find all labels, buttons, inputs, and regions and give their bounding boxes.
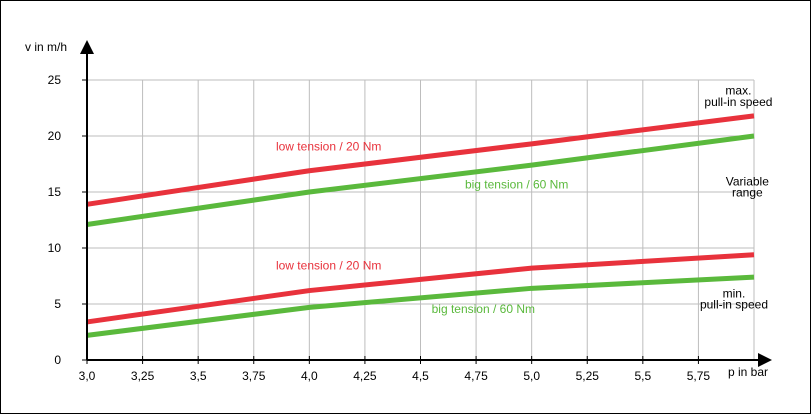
x-tick-label: 5,25 [576, 369, 600, 383]
grid [87, 79, 755, 360]
annotation-big_lower: big tension / 60 Nm [432, 302, 535, 316]
x-tick-label: 4,5 [412, 369, 429, 383]
annotation-var2: range [732, 185, 763, 199]
y-tick-label: 25 [48, 73, 62, 87]
x-axis-label: p in bar [728, 365, 768, 379]
x-tick-label: 5,5 [634, 369, 651, 383]
y-axis-label: v in m/h [25, 40, 67, 54]
annotation-low_lower: low tension / 20 Nm [276, 258, 381, 272]
annotation-low_upper: low tension / 20 Nm [276, 140, 381, 154]
x-tick-label: 5,0 [523, 369, 540, 383]
annotation-min1: min. [723, 286, 746, 300]
x-tick-label: 4,0 [301, 369, 318, 383]
annotation-min2: pull-in speed [700, 297, 768, 311]
annotations: low tension / 20 Nm big tension / 60 Nm lo… [276, 84, 772, 316]
series-line-min-green [86, 274, 755, 338]
x-tick-label: 3,0 [79, 369, 96, 383]
series-lines [86, 113, 755, 338]
x-tick-label: 4,75 [464, 369, 488, 383]
y-tick-label: 20 [48, 129, 62, 143]
series-line-max-red [86, 113, 755, 207]
series-line-max-green [86, 133, 755, 227]
tick-labels: 3,0 3,25 3,5 3,75 4,0 4,25 4,5 4,75 5,0 5,25 5,5 5,… [48, 73, 711, 383]
annotation-var1: Variable [726, 174, 769, 188]
x-tick-label: 3,5 [190, 369, 207, 383]
series-line-min-red [86, 252, 755, 325]
y-tick-label: 0 [54, 353, 61, 367]
x-axis-arrow [758, 353, 772, 367]
annotation-max2: pull-in speed [704, 95, 772, 109]
annotation-max1: max. [725, 84, 751, 98]
annotation-big_upper: big tension / 60 Nm [465, 178, 568, 192]
y-axis-arrow [80, 40, 94, 54]
x-tick-label: 4,25 [353, 369, 377, 383]
x-tick-label: 3,25 [131, 369, 155, 383]
y-tick-label: 10 [48, 241, 62, 255]
x-tick-label: 5,75 [687, 369, 711, 383]
y-tick-label: 5 [54, 297, 61, 311]
axes [80, 40, 772, 367]
y-tick-label: 15 [48, 185, 62, 199]
x-tick-label: 3,75 [242, 369, 266, 383]
